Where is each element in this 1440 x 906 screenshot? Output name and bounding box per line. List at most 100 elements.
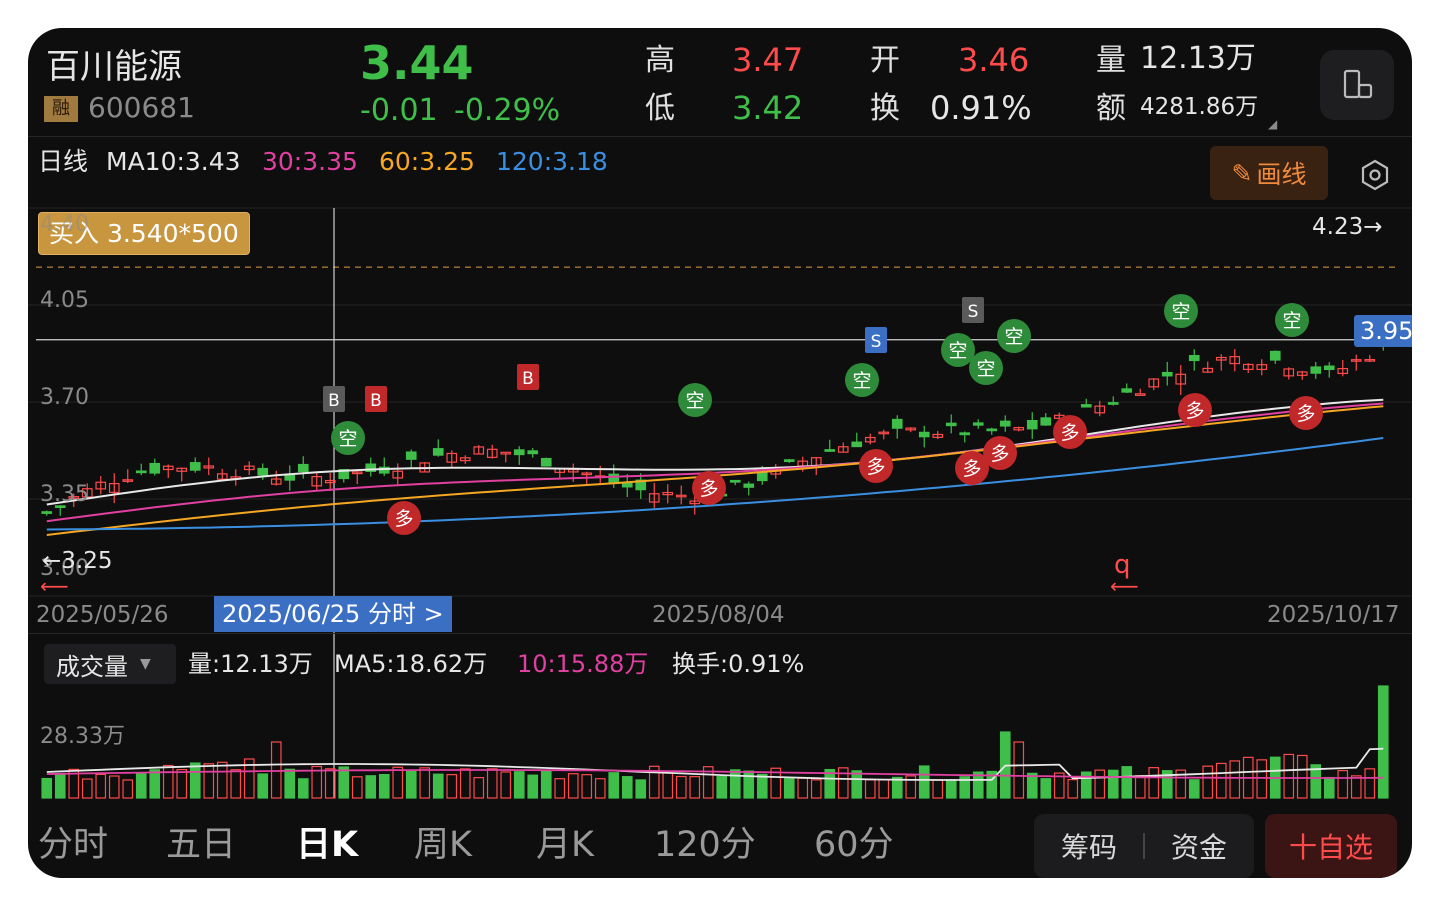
candle-body [1283, 368, 1295, 377]
app-frame: 百川能源 融 600681 3.44 -0.01 -0.29% 高 3.47 低… [28, 28, 1412, 878]
short-signal-label: 空 [1282, 310, 1301, 332]
short-signal [997, 319, 1031, 353]
indicator-selector[interactable]: 成交量 ▼ [44, 644, 176, 684]
arrow-left-icon: ⟵ [1110, 574, 1139, 598]
candle-body [1242, 363, 1254, 370]
candle-body [324, 480, 336, 484]
candle-body [1229, 356, 1241, 365]
candle-body [986, 428, 998, 432]
candle-body [621, 482, 633, 488]
candle-body [864, 436, 876, 443]
amount-label: 额 [1096, 91, 1126, 126]
ma120-line [46, 437, 1384, 531]
candle-body [729, 479, 741, 483]
high-label: 高 [645, 43, 675, 78]
volume-value: 12.13万 [1140, 41, 1256, 76]
candle-body [837, 446, 849, 453]
candle-body [1175, 373, 1187, 385]
add-watchlist-button[interactable]: 十自选 [1265, 814, 1397, 878]
chips-funds-group: 筹码 资金 [1034, 814, 1254, 878]
long-signal [983, 436, 1017, 470]
candle-body [473, 446, 485, 455]
candle-body [432, 448, 444, 456]
funds-button[interactable]: 资金 [1170, 831, 1227, 864]
landscape-toggle-button[interactable] [1320, 50, 1394, 120]
candle-body [1337, 368, 1349, 375]
tab-5[interactable]: 120分 [654, 825, 756, 865]
candle-body [824, 449, 836, 452]
settings-hexagon-icon [1361, 159, 1389, 191]
candle-body [675, 494, 687, 498]
short-signal-label: 空 [852, 370, 871, 392]
buy-signal [365, 386, 387, 412]
margin-badge: 融 [44, 96, 78, 122]
period-label: 日线 [38, 147, 89, 176]
divider [28, 136, 1412, 137]
tab-3[interactable]: 周K [414, 825, 472, 865]
tab-2[interactable]: 日K [296, 825, 359, 865]
candle-body [581, 472, 593, 476]
candle-body [1296, 371, 1308, 376]
max-price-marker: 4.23→ [1312, 214, 1383, 240]
tab-1[interactable]: 五日 [166, 825, 237, 865]
last-price: 3.44 [360, 36, 474, 90]
candle-body [68, 496, 80, 499]
tab-4[interactable]: 月K [536, 825, 594, 865]
candle-body [41, 511, 53, 514]
buy-signal [517, 364, 539, 390]
candle-body [54, 505, 66, 509]
volume-ma10: 10:15.88万 [517, 650, 649, 678]
tab-0[interactable]: 分时 [38, 825, 109, 865]
short-signal [331, 421, 365, 455]
volume-stat: 量:12.13万 [188, 650, 313, 678]
candle-body [608, 473, 620, 484]
short-signal-label: 空 [948, 340, 967, 362]
buy-order-tag[interactable]: 买入 3.540*500 [38, 212, 250, 255]
candle-body [365, 463, 377, 472]
candle-body [1161, 371, 1173, 377]
candle-body [1013, 427, 1025, 431]
candle-body [513, 449, 525, 456]
candle-body [95, 481, 107, 490]
candle-body [1310, 366, 1322, 374]
expand-corner-icon[interactable]: ◢ [1268, 117, 1278, 131]
candle-body [81, 488, 93, 498]
stock-code: 600681 [88, 91, 195, 124]
price-axis-label: 3.00 [40, 556, 89, 581]
draw-line-button[interactable]: ✎ 画线 [1210, 146, 1328, 200]
candle-body [1202, 367, 1214, 373]
short-signal [1164, 294, 1198, 328]
candle-body [1026, 419, 1038, 430]
candle-body [959, 432, 971, 436]
candle-body [446, 452, 458, 463]
long-signal-label: 多 [866, 456, 885, 478]
settings-button[interactable] [1348, 150, 1402, 200]
crosshair-date-tag[interactable]: 2025/06/25 分时 > [214, 596, 452, 632]
price-axis-label: 4.40 [40, 212, 89, 237]
candle-body [743, 483, 755, 488]
min-price-marker: ←3.25 [42, 548, 113, 574]
short-signal-label: 空 [338, 428, 357, 450]
long-signal-label: 多 [394, 508, 413, 530]
short-signal [845, 363, 879, 397]
long-signal [387, 501, 421, 535]
short-signal-label: 空 [976, 358, 995, 380]
candle-body [203, 465, 215, 469]
candle-body [311, 476, 323, 487]
ma60-value: 60:3.25 [379, 147, 475, 176]
ma10-value: MA10:3.43 [106, 147, 241, 176]
divider [1143, 833, 1145, 859]
tab-6[interactable]: 60分 [814, 825, 894, 865]
chips-button[interactable]: 筹码 [1060, 831, 1117, 864]
sell-signal-label: S [968, 302, 979, 322]
volume-label: 量 [1096, 43, 1126, 78]
candle-body [999, 420, 1011, 427]
candle-body [351, 471, 363, 475]
candle-body [257, 467, 269, 476]
price-change-pct: -0.29% [454, 93, 561, 128]
candle-body [945, 422, 957, 427]
candle-body [243, 465, 255, 471]
candle-body [135, 470, 147, 474]
turnover-value: 0.91% [930, 89, 1032, 127]
